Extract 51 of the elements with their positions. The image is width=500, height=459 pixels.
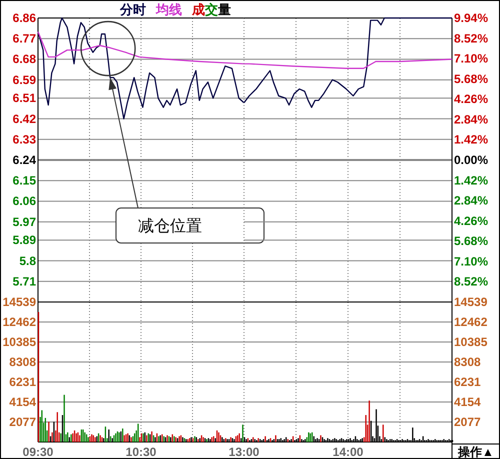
y-tick-label: 6.33 (12, 132, 36, 146)
y-tick-label: 5.97 (12, 214, 36, 229)
series-label: 分时 (119, 2, 146, 17)
y-tick-label: 6.15 (12, 174, 36, 188)
text: 2.84% (454, 194, 488, 208)
y-tick-label: 2077 (454, 415, 482, 429)
y-tick-label: 6.77 (12, 32, 36, 46)
y-tick-label: 8308 (9, 355, 36, 369)
text: 9.94% (454, 11, 488, 25)
text: 5.68% (454, 234, 488, 248)
y-tick-label: 5.89 (12, 233, 36, 248)
y-tick-label: 4154 (9, 395, 36, 409)
y-tick-label: 14539 (454, 295, 488, 309)
y-tick-label: 14539 (2, 295, 36, 309)
y-tick-label: 6.42 (12, 112, 36, 126)
y-tick-label: 6.24 (12, 153, 36, 167)
text: 2.84% (454, 112, 488, 126)
y-tick-label: 6.68 (12, 52, 36, 66)
x-tick-label: 13:00 (228, 445, 260, 459)
y-tick-label: 10385 (454, 335, 488, 349)
text: 5.68% (454, 72, 488, 86)
x-tick-label: 14:00 (332, 445, 364, 459)
annotation: 减仓位置 (138, 217, 202, 235)
x-tick-label: 10:30 (126, 445, 157, 459)
y-tick-label: 6.59 (12, 72, 36, 87)
y-tick-label: 10385 (2, 335, 36, 349)
y-tick-label: 2077 (9, 415, 36, 429)
text: 0.00% (454, 153, 488, 167)
text: 1.42% (454, 132, 488, 147)
y-tick-label: 12462 (2, 315, 36, 329)
x-tick-label: 09:30 (22, 445, 54, 459)
text: 8.52% (454, 31, 488, 46)
y-tick-label: 6.51 (12, 91, 36, 106)
text: 均线 (155, 2, 182, 17)
text: 7.10% (454, 52, 488, 66)
y-tick-label: 5.71 (12, 274, 36, 288)
text: 操作▲ (457, 445, 494, 459)
y-tick-label: 6231 (454, 375, 482, 389)
y-tick-label: 12462 (454, 315, 488, 329)
text: 成交量 (191, 2, 231, 17)
y-tick-label: 5.8 (19, 254, 36, 268)
text: 7.10% (454, 254, 488, 268)
text: 4.26% (454, 214, 488, 228)
y-tick-label: 6.06 (12, 194, 36, 208)
text: 8.52% (454, 274, 488, 289)
y-tick-label: 6231 (9, 375, 36, 389)
text: 4.26% (454, 92, 488, 106)
y-tick-label: 8308 (454, 355, 482, 369)
text: 1.42% (454, 173, 488, 188)
y-tick-label: 6.86 (12, 11, 36, 25)
y-tick-label: 4154 (454, 395, 482, 409)
